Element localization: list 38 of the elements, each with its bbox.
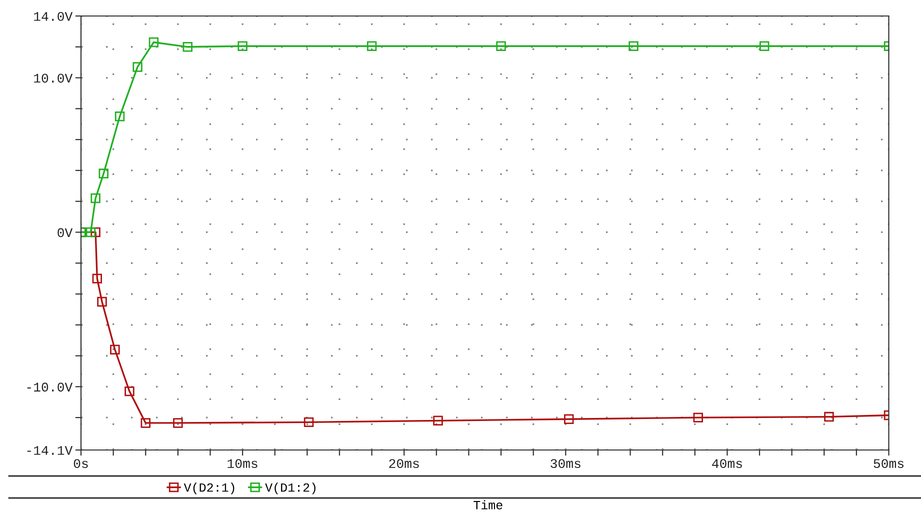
point <box>366 41 377 51</box>
point <box>124 386 134 396</box>
point <box>140 418 150 428</box>
point <box>238 41 248 51</box>
y-tick-label: -10.0V <box>27 382 73 392</box>
y-tick-label: -14.1V <box>27 446 73 455</box>
point <box>628 41 638 51</box>
legend-label: V(D2:1) <box>184 482 234 494</box>
y-tick-label: 14.0V <box>34 12 73 21</box>
point <box>148 37 159 48</box>
point <box>98 168 108 178</box>
x-tick-label: 50ms <box>874 459 904 468</box>
point <box>824 412 834 422</box>
point <box>97 296 107 307</box>
point <box>86 227 96 238</box>
point <box>433 416 443 426</box>
point <box>110 344 120 354</box>
point <box>90 227 100 238</box>
point <box>496 41 506 51</box>
point <box>564 414 574 424</box>
y-tick-label: 10.0V <box>34 74 73 83</box>
point <box>90 193 100 204</box>
x-tick-label: 0s <box>74 459 88 468</box>
x-tick-label: 10ms <box>228 459 258 468</box>
point <box>182 42 192 52</box>
point <box>304 417 314 428</box>
point <box>173 418 183 428</box>
x-axis-title: Time <box>474 500 502 510</box>
y-tick-label: 0V <box>58 228 73 238</box>
x-tick-label: 30ms <box>550 459 580 468</box>
point <box>132 62 142 72</box>
point <box>114 112 125 122</box>
point <box>92 274 102 284</box>
x-tick-label: 20ms <box>389 459 419 468</box>
point <box>693 412 703 422</box>
x-tick-label: 40ms <box>712 459 742 468</box>
legend-label: V(D1:2) <box>265 482 316 494</box>
point <box>760 41 770 51</box>
